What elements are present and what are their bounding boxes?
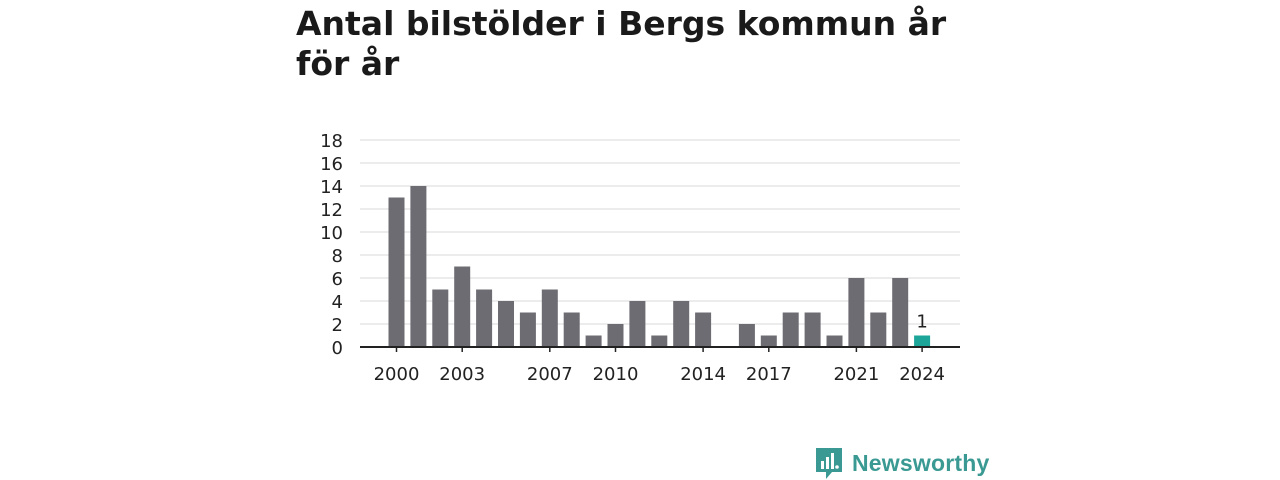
bar-2022: [870, 312, 887, 347]
bar-2010: [607, 324, 624, 347]
bar-2007: [541, 289, 558, 347]
bar-2021: [848, 278, 865, 347]
bar-2003: [454, 266, 471, 347]
bar-2023: [892, 278, 909, 347]
y-tick-label: 4: [332, 292, 343, 313]
y-tick-label: 18: [320, 131, 343, 152]
bar-2018: [782, 312, 799, 347]
y-tick-label: 0: [332, 338, 343, 359]
brand-name: Newsworthy: [852, 449, 990, 476]
bar-2000: [388, 197, 405, 347]
bar-2020: [826, 335, 843, 347]
x-tick-label: 2007: [527, 364, 573, 385]
bar-2004: [476, 289, 493, 347]
y-tick-label: 2: [332, 315, 343, 336]
x-tick-label: 2014: [680, 364, 726, 385]
bar-2005: [498, 301, 514, 347]
x-tick-label: 2003: [439, 364, 485, 385]
bar-2006: [519, 312, 536, 347]
y-tick-label: 16: [320, 154, 343, 175]
bar-2014: [695, 312, 712, 347]
y-tick-label: 12: [320, 200, 343, 221]
bar-2011: [629, 301, 646, 347]
newsworthy-logo-icon: [816, 448, 842, 479]
bar-2012: [651, 335, 668, 347]
chart-title: Antal bilstölder i Bergs kommun år för å…: [296, 4, 947, 83]
y-tick-label: 6: [332, 269, 343, 290]
y-tick-label: 14: [320, 177, 343, 198]
x-tick-label: 2021: [833, 364, 879, 385]
bar-2013: [673, 301, 690, 347]
newsworthy-logo: Newsworthy: [814, 446, 989, 480]
y-tick-label: 10: [320, 223, 343, 244]
bar-2008: [563, 312, 580, 347]
gridlines: [360, 139, 960, 325]
bar-2019: [804, 312, 821, 347]
bar-2016: [738, 324, 755, 347]
bar-2001: [410, 186, 427, 347]
data-label: 1: [916, 312, 927, 333]
bar-2024: [914, 335, 931, 347]
bar-2017: [760, 335, 777, 347]
x-tick-label: 2024: [899, 364, 945, 385]
y-tick-label: 8: [332, 246, 343, 267]
data-labels: 1: [916, 312, 927, 333]
x-tick-label: 2000: [374, 364, 420, 385]
bar-2002: [432, 289, 449, 347]
x-tick-label: 2017: [746, 364, 792, 385]
bar-2009: [585, 335, 602, 347]
x-tick-label: 2010: [593, 364, 639, 385]
bars: [388, 186, 931, 347]
x-axis: 2000 2003 2007 2010 2014 2017 2021 2024: [360, 346, 960, 385]
